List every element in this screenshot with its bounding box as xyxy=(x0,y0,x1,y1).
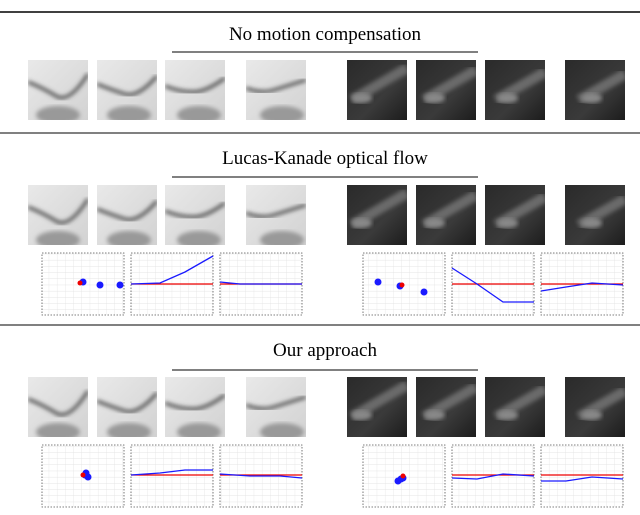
patch-edge xyxy=(97,75,157,97)
image-patch xyxy=(28,185,88,245)
patch-edge xyxy=(28,198,88,225)
patch-spot xyxy=(425,93,445,103)
estimate-line xyxy=(451,473,535,480)
patch-blob xyxy=(177,106,221,120)
estimate-line xyxy=(219,281,302,285)
image-patch xyxy=(246,185,306,245)
red-point xyxy=(80,472,86,478)
image-patch xyxy=(97,185,157,245)
blue-point xyxy=(116,281,124,289)
red-point xyxy=(399,282,405,288)
patch-spot xyxy=(498,93,518,103)
patch-edge xyxy=(97,392,157,414)
patch-blob xyxy=(36,106,80,120)
patch-blob xyxy=(107,231,151,245)
image-patch xyxy=(416,377,476,437)
section-title: Our approach xyxy=(273,340,377,361)
estimate-line xyxy=(451,267,534,303)
estimate-line xyxy=(130,469,213,476)
patch-edge xyxy=(246,395,306,411)
patch-spot xyxy=(352,93,372,103)
image-patch xyxy=(347,185,407,245)
patch-blob xyxy=(107,423,151,437)
estimate-line xyxy=(541,476,624,482)
patch-blob xyxy=(177,423,221,437)
patch-spot xyxy=(582,93,602,103)
image-patch xyxy=(565,185,625,245)
patch-spot xyxy=(582,410,602,420)
estimate-line xyxy=(540,282,624,292)
patch-blob xyxy=(107,106,151,120)
blue-point xyxy=(96,281,104,289)
patch-edge xyxy=(28,73,88,100)
plot-grid xyxy=(130,444,214,508)
section-title: Lucas-Kanade optical flow xyxy=(222,148,428,169)
patch-spot xyxy=(425,218,445,228)
patch-edge xyxy=(246,203,306,219)
image-patch xyxy=(347,377,407,437)
patch-blob xyxy=(260,423,304,437)
patch-spot xyxy=(352,410,372,420)
image-patch xyxy=(97,60,157,120)
image-patch xyxy=(485,377,545,437)
estimate-line xyxy=(219,473,303,479)
image-patch xyxy=(347,60,407,120)
image-patch xyxy=(416,185,476,245)
red-point xyxy=(77,280,83,286)
image-patch xyxy=(165,185,225,245)
patch-spot xyxy=(498,410,518,420)
image-patch xyxy=(246,377,306,437)
patch-spot xyxy=(352,218,372,228)
blue-point xyxy=(374,278,382,286)
plot-grid xyxy=(540,444,624,508)
patch-blob xyxy=(36,423,80,437)
patch-edge xyxy=(165,76,225,94)
patch-edge xyxy=(165,201,225,219)
estimate-line xyxy=(130,255,214,285)
patch-edge xyxy=(97,200,157,222)
patch-spot xyxy=(425,410,445,420)
patch-blob xyxy=(260,106,304,120)
image-patch xyxy=(165,60,225,120)
image-patch xyxy=(28,377,88,437)
image-patch xyxy=(565,60,625,120)
image-patch xyxy=(485,185,545,245)
red-point xyxy=(400,473,406,479)
patch-blob xyxy=(177,231,221,245)
image-patch xyxy=(485,60,545,120)
patch-edge xyxy=(165,393,225,411)
patch-edge xyxy=(246,78,306,94)
patch-spot xyxy=(498,218,518,228)
image-patch xyxy=(97,377,157,437)
section-title: No motion compensation xyxy=(229,24,422,45)
patch-edge xyxy=(28,390,88,417)
image-patch xyxy=(565,377,625,437)
patch-spot xyxy=(582,218,602,228)
patch-blob xyxy=(36,231,80,245)
blue-point xyxy=(420,288,428,296)
image-patch xyxy=(165,377,225,437)
image-patch xyxy=(246,60,306,120)
patch-blob xyxy=(260,231,304,245)
image-patch xyxy=(416,60,476,120)
image-patch xyxy=(28,60,88,120)
